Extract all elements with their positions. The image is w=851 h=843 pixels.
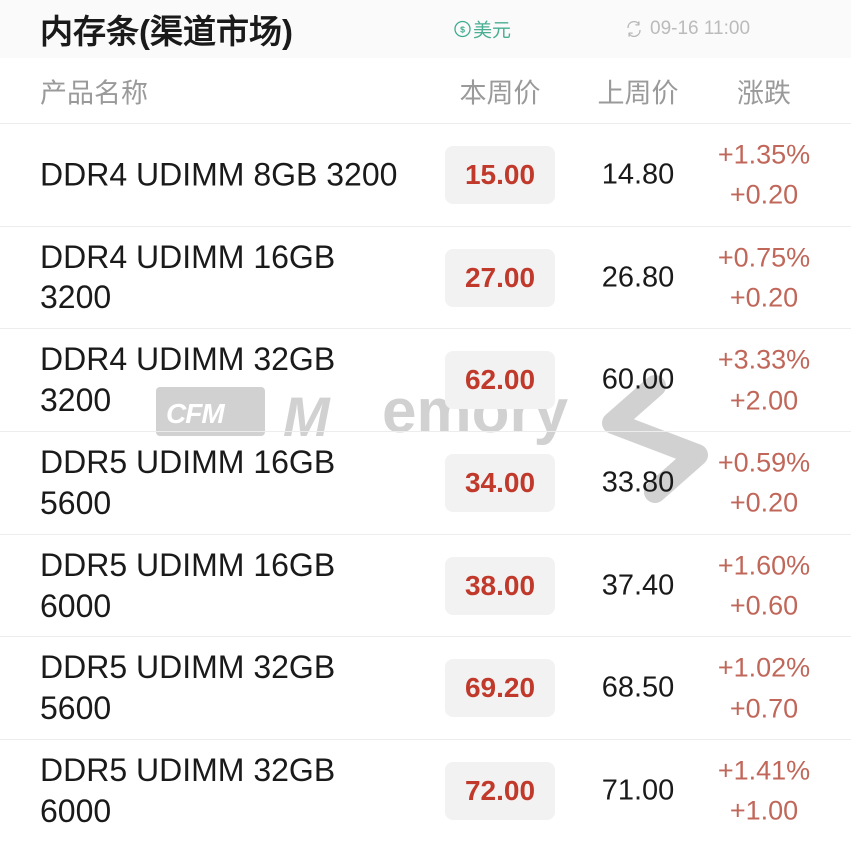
svg-text:$: $: [460, 25, 465, 35]
